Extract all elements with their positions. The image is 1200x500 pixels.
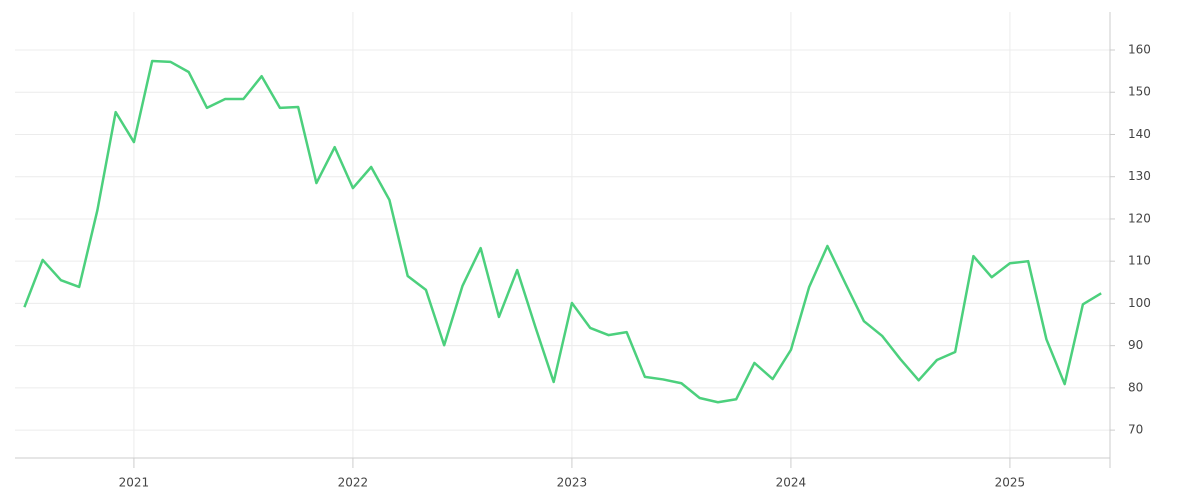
y-tick-label: 80 xyxy=(1128,380,1143,394)
y-tick-label: 120 xyxy=(1128,211,1151,225)
x-tick-label: 2021 xyxy=(119,476,150,490)
y-tick-label: 110 xyxy=(1128,254,1151,268)
y-tick-label: 150 xyxy=(1128,85,1151,99)
x-tick-label: 2025 xyxy=(995,476,1026,490)
y-tick-label: 160 xyxy=(1128,43,1151,57)
x-tick-label: 2022 xyxy=(338,476,369,490)
y-tick-label: 90 xyxy=(1128,338,1143,352)
line xyxy=(23,59,1102,404)
y-tick-label: 100 xyxy=(1128,296,1151,310)
y-tick-label: 140 xyxy=(1128,127,1151,141)
x-tick-label: 2023 xyxy=(557,476,588,490)
y-tick-label: 70 xyxy=(1128,423,1143,437)
x-tick-label: 2024 xyxy=(776,476,807,490)
y-tick-label: 130 xyxy=(1128,169,1151,183)
